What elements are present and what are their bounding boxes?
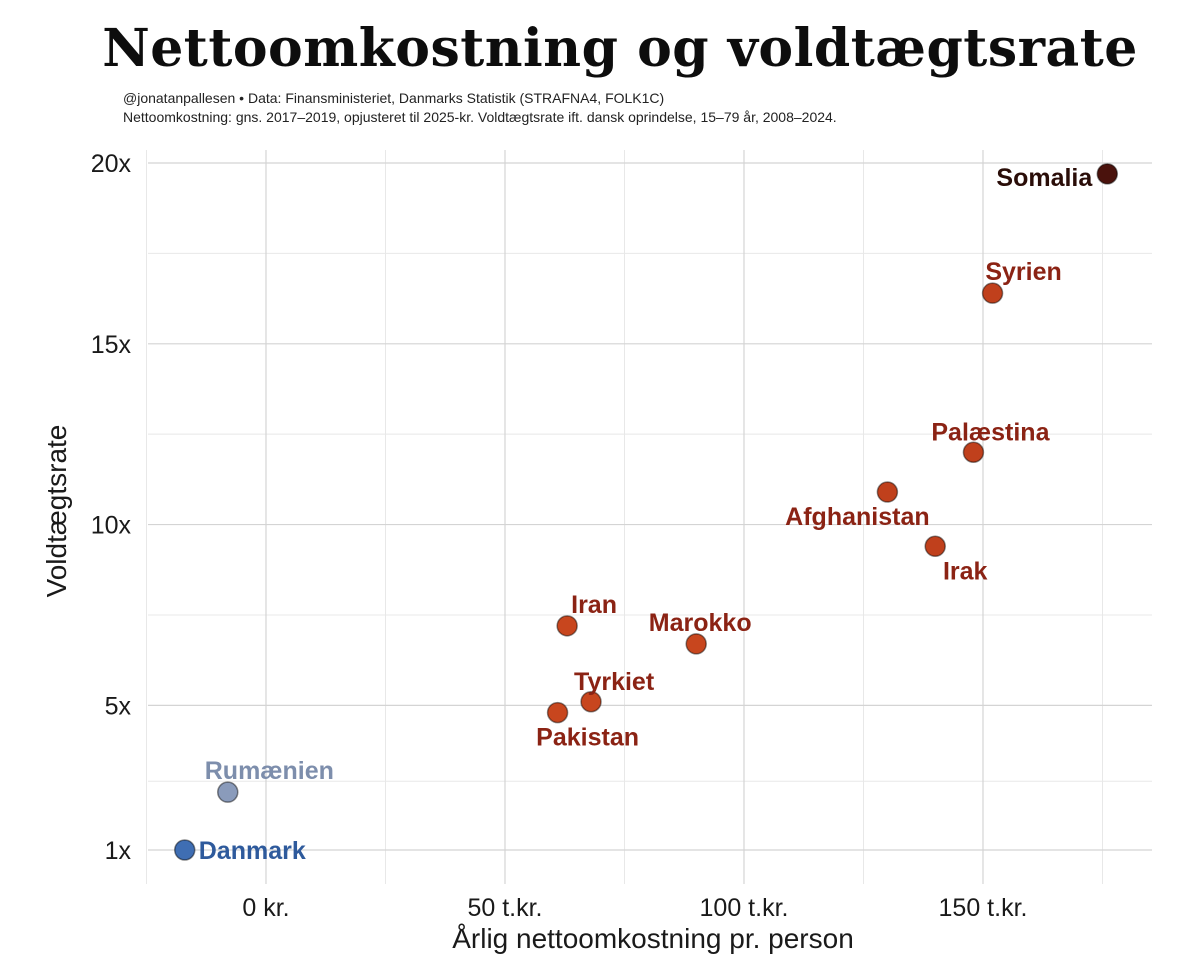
chart-source: @jonatanpallesen • Data: Finansministeri… [123, 90, 665, 106]
data-point [1096, 163, 1119, 185]
chart-note: Nettoomkostning: gns. 2017–2019, opjuste… [123, 109, 837, 125]
x-tick-label: 0 kr. [242, 894, 289, 922]
x-tick-label: 50 t.kr. [467, 894, 542, 922]
y-tick-label: 20x [91, 150, 132, 178]
x-tick-label: 150 t.kr. [939, 894, 1028, 922]
data-point [924, 535, 946, 558]
grid [146, 150, 1152, 884]
data-point [876, 481, 899, 503]
data-point [962, 441, 985, 464]
y-tick-label: 15x [91, 331, 132, 359]
point-label: Palæstina [931, 418, 1050, 446]
data-point [546, 701, 569, 724]
point-label: Tyrkiet [574, 668, 655, 696]
x-axis-title: Årlig nettoomkostning pr. person [452, 923, 854, 954]
point-label: Rumænien [205, 757, 334, 785]
point-label: Somalia [996, 164, 1093, 192]
data-point [685, 633, 707, 655]
point-label: Danmark [199, 837, 306, 865]
axis-ticks: 0 kr. 50 t.kr. 100 t.kr. 150 t.kr. 1x 5x 10x 15… [91, 150, 1028, 922]
y-axis-title: Voldtægtsrate [41, 425, 72, 598]
data-point [217, 781, 239, 803]
point-label: Marokko [649, 609, 752, 637]
y-tick-label: 10x [91, 512, 132, 540]
data-point [556, 615, 578, 637]
data-point [580, 691, 602, 713]
point-label: Syrien [985, 258, 1061, 286]
point-label: Afghanistan [785, 503, 929, 531]
data-points [173, 163, 1119, 861]
y-tick-label: 5x [105, 692, 132, 720]
x-tick-label: 100 t.kr. [700, 894, 789, 922]
chart-title: Nettoomkostning og voldtægtsrate [102, 18, 1138, 79]
point-label: Iran [571, 591, 617, 619]
y-tick-label: 1x [105, 837, 132, 865]
point-label: Pakistan [536, 724, 639, 752]
data-point [173, 839, 196, 861]
point-label: Irak [943, 557, 988, 585]
point-labels: Danmark Rumænien Pakistan Tyrkiet Iran Marokk… [199, 164, 1094, 865]
data-point [981, 282, 1004, 304]
